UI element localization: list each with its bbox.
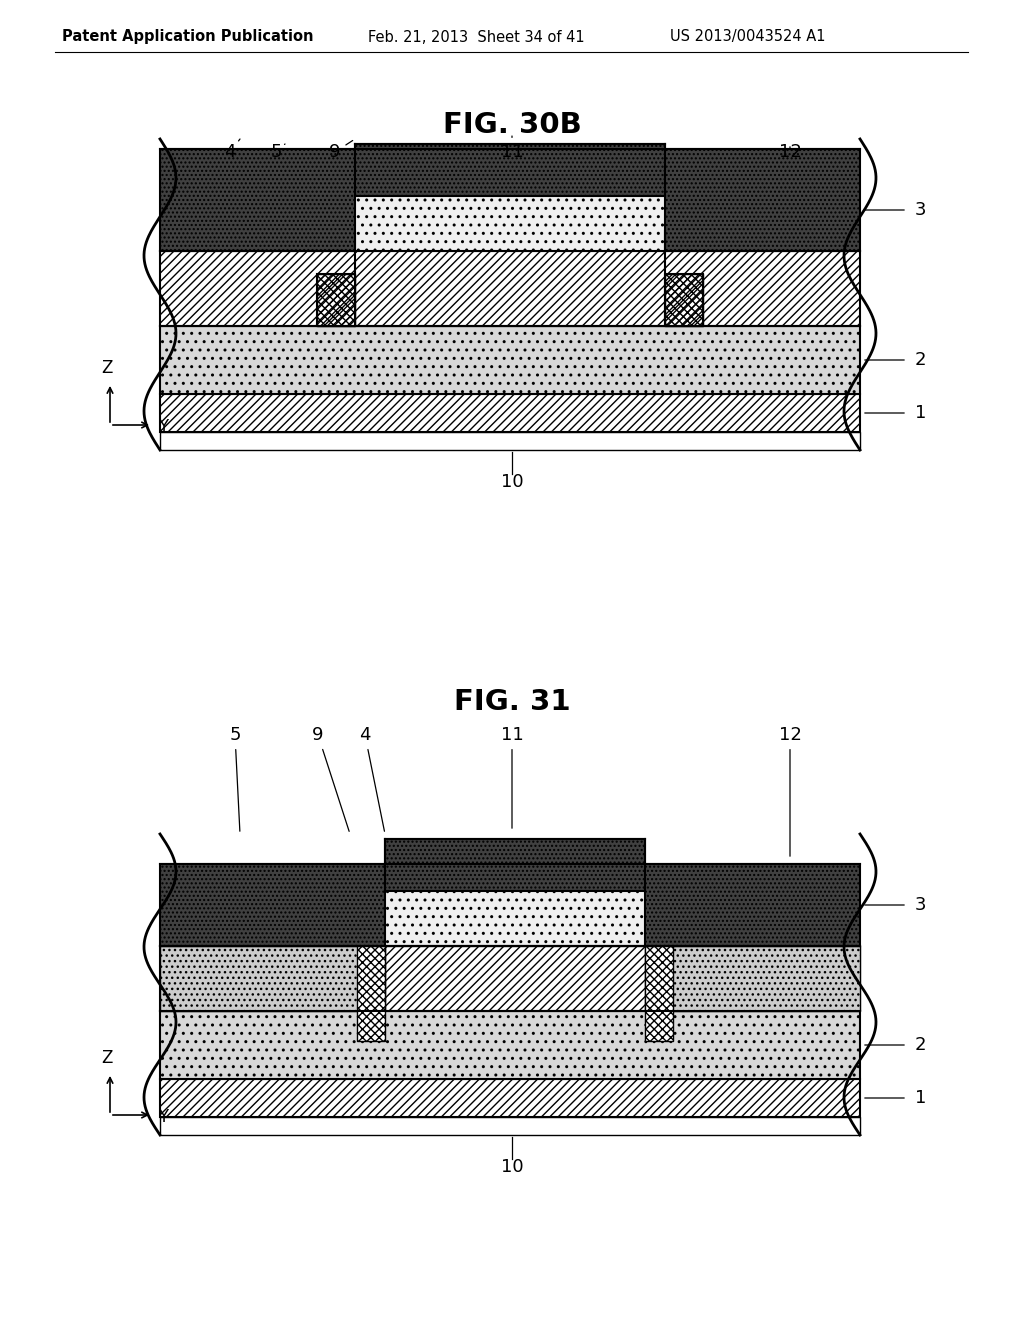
Text: FIG. 30B: FIG. 30B	[442, 111, 582, 139]
Bar	[357, 946, 385, 1041]
Bar	[355, 195, 665, 251]
Text: 2: 2	[915, 1036, 927, 1053]
Bar	[645, 946, 673, 1041]
Text: Feb. 21, 2013  Sheet 34 of 41: Feb. 21, 2013 Sheet 34 of 41	[368, 29, 585, 45]
Text: Y: Y	[158, 1107, 168, 1126]
Bar	[160, 251, 860, 326]
Bar	[160, 1011, 860, 1078]
Bar	[355, 231, 665, 326]
Text: 10: 10	[501, 473, 523, 491]
Text: 3: 3	[915, 201, 927, 219]
Bar	[160, 1078, 860, 1117]
Bar	[160, 1117, 860, 1135]
Text: 2: 2	[915, 351, 927, 370]
Text: Patent Application Publication: Patent Application Publication	[62, 29, 313, 45]
Bar	[160, 432, 860, 450]
Bar	[665, 275, 703, 326]
Text: 1: 1	[915, 404, 927, 422]
Bar	[645, 946, 860, 1011]
Text: 5: 5	[270, 143, 285, 161]
Text: 9: 9	[312, 726, 349, 832]
Bar	[160, 149, 860, 251]
Bar	[160, 326, 860, 393]
Text: US 2013/0043524 A1: US 2013/0043524 A1	[670, 29, 825, 45]
Text: 4: 4	[359, 726, 384, 832]
Text: Z: Z	[101, 1049, 113, 1067]
Bar	[160, 946, 860, 1011]
Text: Z: Z	[101, 359, 113, 378]
Bar	[385, 891, 645, 946]
Bar	[665, 275, 703, 326]
Text: 9: 9	[330, 140, 352, 161]
Text: 12: 12	[778, 726, 802, 857]
Bar	[355, 144, 665, 195]
Text: 4: 4	[224, 139, 240, 161]
Bar	[160, 393, 860, 432]
Bar	[160, 865, 860, 946]
Text: 12: 12	[778, 143, 802, 161]
Bar	[317, 275, 355, 326]
Bar	[317, 275, 355, 326]
Text: 10: 10	[501, 1158, 523, 1176]
Text: 11: 11	[501, 136, 523, 161]
Bar	[385, 840, 645, 891]
Text: FIG. 31: FIG. 31	[454, 688, 570, 715]
Text: 11: 11	[501, 726, 523, 828]
Text: 3: 3	[915, 896, 927, 913]
Text: 1: 1	[915, 1089, 927, 1107]
Text: 5: 5	[229, 726, 241, 832]
Bar	[160, 946, 385, 1011]
Text: Y: Y	[158, 418, 168, 436]
